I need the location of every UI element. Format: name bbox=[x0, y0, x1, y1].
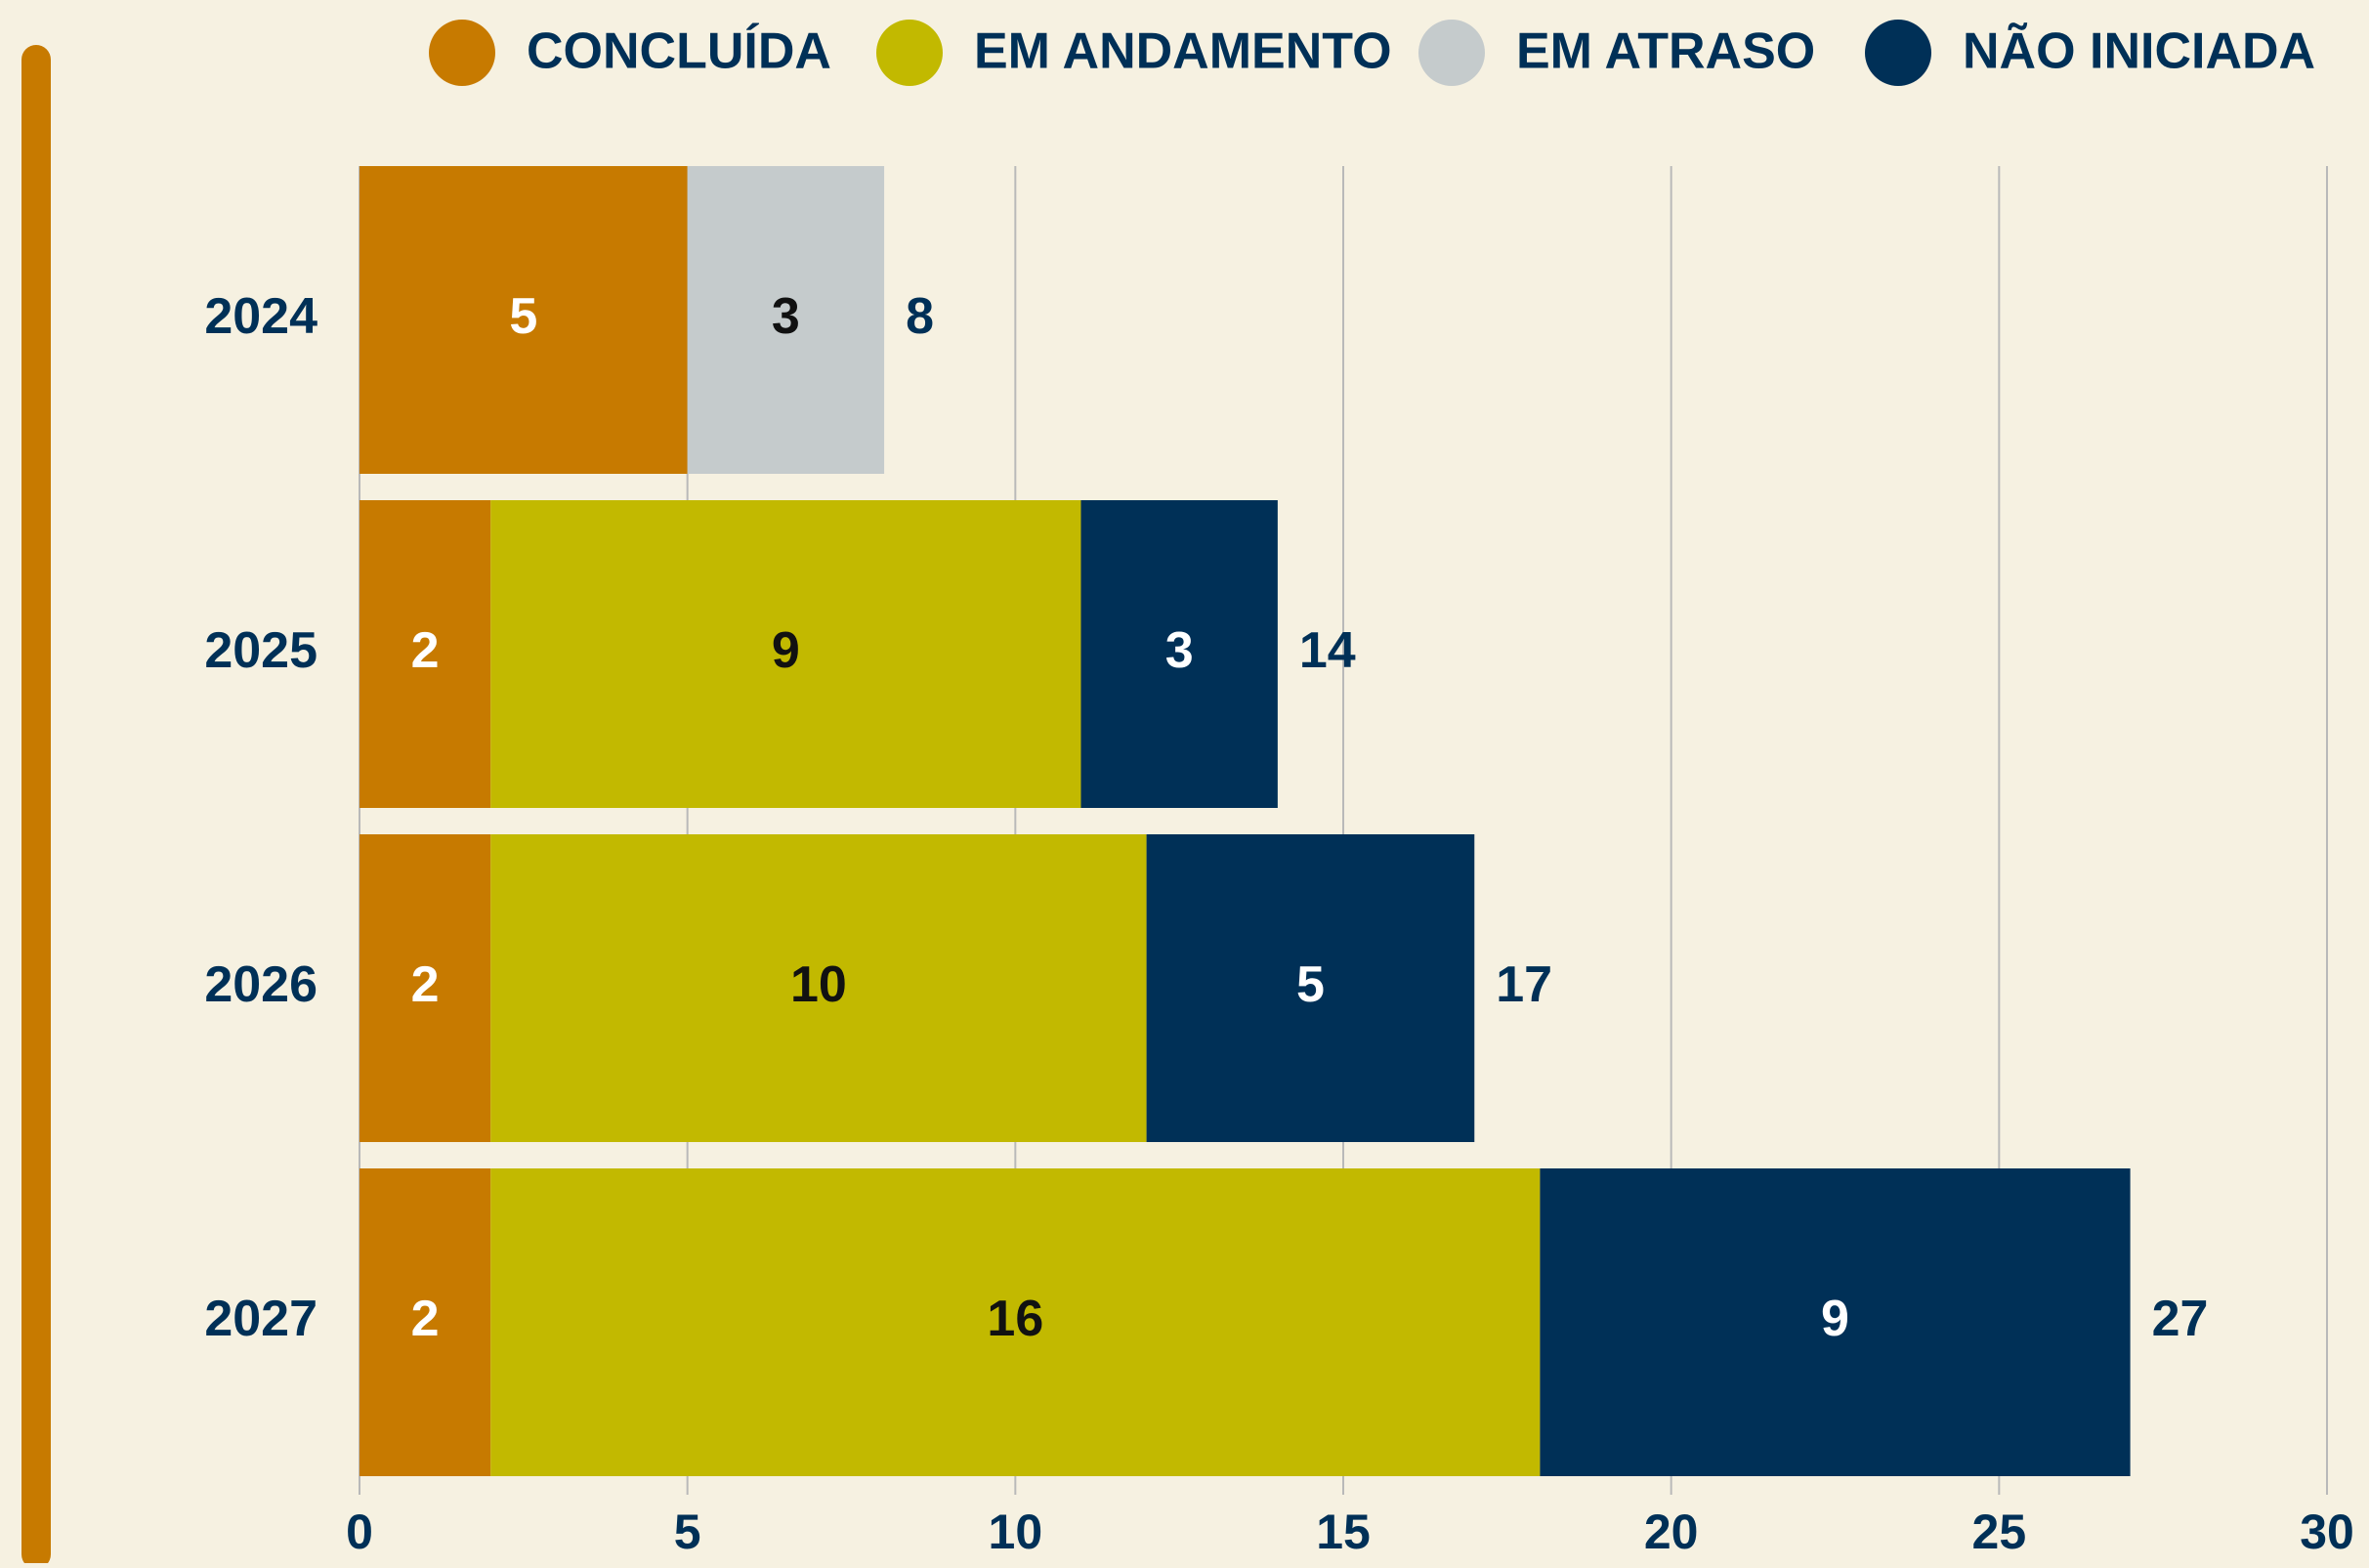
total-label: 14 bbox=[1299, 622, 1356, 679]
legend-label: NÃO INICIADA bbox=[1963, 22, 2315, 80]
x-tick-label: 5 bbox=[674, 1504, 701, 1559]
legend-label: EM ATRASO bbox=[1516, 23, 1815, 80]
value-label: 5 bbox=[509, 288, 537, 345]
legend-label: EM ANDAMENTO bbox=[974, 23, 1392, 80]
legend-marker bbox=[429, 20, 495, 86]
value-label: 5 bbox=[1296, 956, 1325, 1013]
chart: 051015202530CONCLUÍDAEM ANDAMENTOEM ATRA… bbox=[0, 0, 2369, 1563]
x-tick-label: 20 bbox=[1644, 1504, 1699, 1559]
total-label: 8 bbox=[906, 288, 934, 345]
value-label: 16 bbox=[987, 1291, 1043, 1347]
value-label: 2 bbox=[411, 956, 440, 1013]
legend-marker bbox=[1865, 20, 1931, 86]
y-tick-label: 2025 bbox=[204, 622, 317, 679]
value-label: 10 bbox=[790, 956, 847, 1013]
value-label: 2 bbox=[411, 622, 440, 679]
value-label: 2 bbox=[411, 1291, 440, 1347]
y-tick-label: 2027 bbox=[204, 1291, 317, 1347]
page: 051015202530CONCLUÍDAEM ANDAMENTOEM ATRA… bbox=[0, 0, 2369, 1563]
legend-label: CONCLUÍDA bbox=[527, 23, 831, 80]
value-label: 9 bbox=[772, 622, 800, 679]
x-tick-label: 0 bbox=[346, 1504, 373, 1559]
total-label: 17 bbox=[1496, 956, 1552, 1013]
x-tick-label: 25 bbox=[1972, 1504, 2027, 1559]
y-tick-label: 2024 bbox=[204, 288, 317, 345]
x-tick-label: 10 bbox=[989, 1504, 1043, 1559]
total-label: 27 bbox=[2152, 1291, 2209, 1347]
x-tick-label: 15 bbox=[1316, 1504, 1371, 1559]
value-label: 9 bbox=[1821, 1291, 1849, 1347]
value-label: 3 bbox=[1165, 622, 1194, 679]
legend-marker bbox=[876, 20, 943, 86]
y-tick-label: 2026 bbox=[204, 956, 317, 1013]
value-label: 3 bbox=[772, 288, 800, 345]
legend-marker bbox=[1418, 20, 1485, 86]
side-accent bbox=[21, 45, 51, 1563]
x-tick-label: 30 bbox=[2300, 1504, 2354, 1559]
